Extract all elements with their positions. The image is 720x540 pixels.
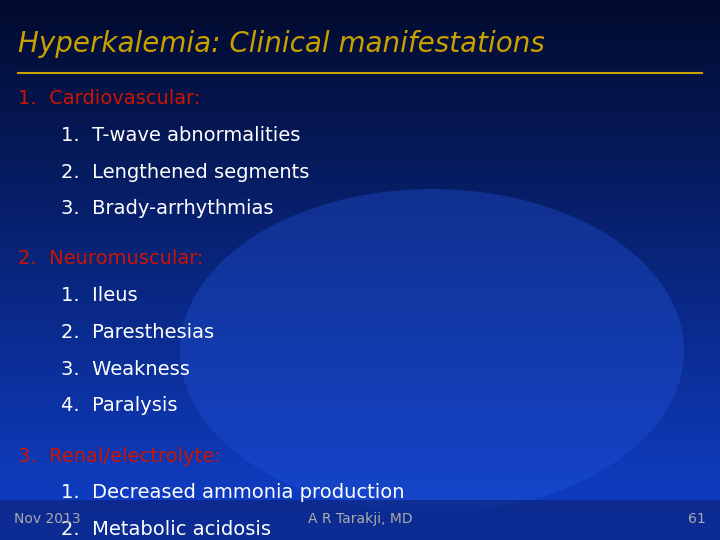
Text: 2.  Neuromuscular:: 2. Neuromuscular: (18, 249, 204, 268)
Text: 2.  Metabolic acidosis: 2. Metabolic acidosis (61, 520, 271, 539)
Text: 61: 61 (688, 512, 706, 526)
Text: A R Tarakji, MD: A R Tarakji, MD (307, 512, 413, 526)
Text: 2.  Paresthesias: 2. Paresthesias (61, 323, 215, 342)
Text: 3.  Weakness: 3. Weakness (61, 360, 190, 379)
Text: 1.  Ileus: 1. Ileus (61, 286, 138, 305)
Text: Hyperkalemia: Clinical manifestations: Hyperkalemia: Clinical manifestations (18, 30, 545, 58)
Text: 4.  Paralysis: 4. Paralysis (61, 396, 178, 415)
Text: Nov 2013: Nov 2013 (14, 512, 81, 526)
Text: 1.  T-wave abnormalities: 1. T-wave abnormalities (61, 126, 300, 145)
Text: 3.  Brady-arrhythmias: 3. Brady-arrhythmias (61, 199, 274, 218)
Text: 2.  Lengthened segments: 2. Lengthened segments (61, 163, 310, 181)
Text: 1.  Decreased ammonia production: 1. Decreased ammonia production (61, 483, 405, 502)
Text: 1.  Cardiovascular:: 1. Cardiovascular: (18, 89, 200, 108)
Bar (0, 500, 720, 540)
Text: 3.  Renal/electrolyte:: 3. Renal/electrolyte: (18, 447, 221, 465)
Ellipse shape (180, 189, 684, 513)
